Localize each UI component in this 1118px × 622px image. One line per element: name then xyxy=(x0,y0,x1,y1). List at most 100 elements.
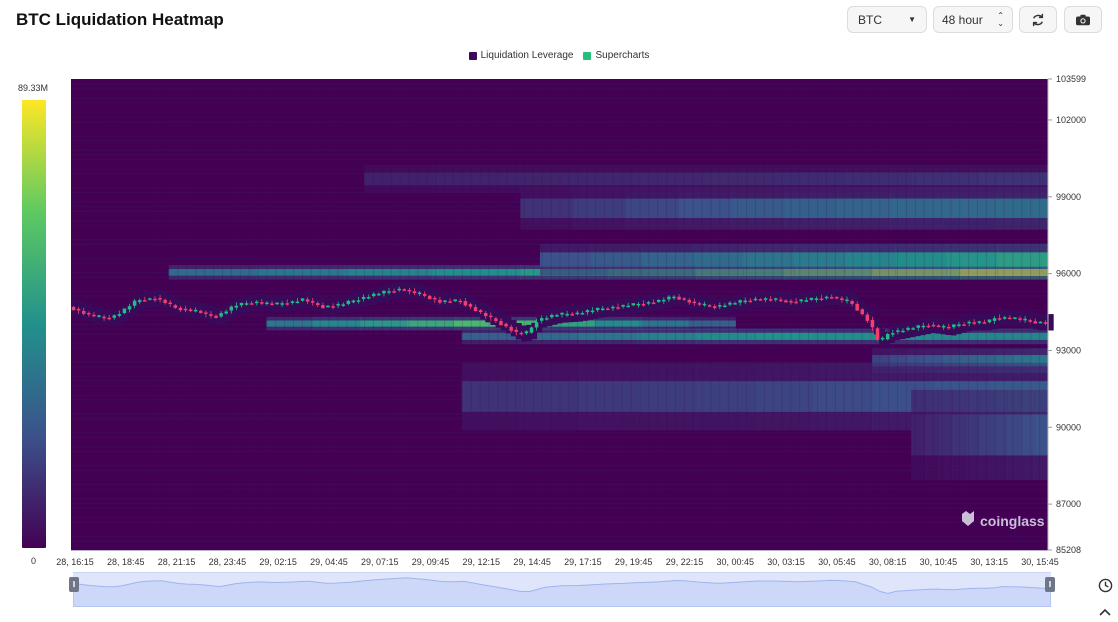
candle-body xyxy=(611,306,615,309)
price-corridor xyxy=(689,292,696,310)
navigator-left-handle[interactable]: ‖ xyxy=(69,577,79,592)
price-corridor xyxy=(403,280,410,298)
heatmap-column-line xyxy=(310,79,312,550)
heatmap-texture-line xyxy=(71,451,1048,453)
legend-item-supercharts[interactable]: Supercharts xyxy=(583,50,649,61)
refresh-button[interactable] xyxy=(1019,6,1057,33)
candle-body xyxy=(1018,318,1022,320)
heatmap-column-line xyxy=(905,79,907,550)
candle-body xyxy=(636,303,641,306)
heatmap-texture-line xyxy=(71,465,1048,467)
heatmap-texture-line xyxy=(71,446,1048,448)
chart-legend: Liquidation Leverage Supercharts xyxy=(0,50,1118,61)
heatmap-texture-line xyxy=(71,521,1048,523)
candle-body xyxy=(575,312,580,315)
chevron-up-icon[interactable] xyxy=(1097,605,1113,621)
heatmap-texture-line xyxy=(71,517,1048,519)
price-corridor xyxy=(843,291,850,308)
heatmap-band xyxy=(539,252,592,267)
candle-body xyxy=(102,316,106,319)
heatmap-band xyxy=(688,320,736,327)
heatmap-band xyxy=(520,332,580,340)
price-corridor xyxy=(848,292,855,309)
heatmap-texture-line xyxy=(71,469,1048,471)
candle-body xyxy=(870,319,875,328)
heatmap-column-line xyxy=(470,79,472,550)
candle-body xyxy=(295,301,300,304)
screenshot-button[interactable] xyxy=(1064,6,1102,33)
heatmap-band xyxy=(594,320,643,327)
candle-body xyxy=(463,301,468,306)
x-tick-label: 30, 10:45 xyxy=(920,557,958,567)
heatmap-column-line xyxy=(817,79,819,550)
candle-body xyxy=(728,302,732,305)
price-corridor xyxy=(562,306,568,323)
candle-body xyxy=(641,303,646,306)
heatmap-texture-line xyxy=(71,535,1048,537)
price-corridor xyxy=(679,289,686,306)
candle-body xyxy=(422,293,427,296)
price-corridor xyxy=(628,297,635,314)
candle-body xyxy=(601,308,605,311)
price-corridor xyxy=(735,294,742,312)
heatmap-texture-line xyxy=(71,159,1048,161)
candle-body xyxy=(667,296,671,300)
heatmap-band xyxy=(1034,414,1049,456)
candle-body xyxy=(718,305,722,307)
candle-body xyxy=(76,308,81,311)
candle-body xyxy=(351,300,356,303)
heatmap-column-line xyxy=(346,79,348,550)
heatmap-column-line xyxy=(914,79,916,550)
candle-body xyxy=(753,298,758,301)
heatmap-column-line xyxy=(630,79,632,550)
candle-body xyxy=(137,300,142,303)
price-corridor xyxy=(874,318,880,335)
time-navigator[interactable] xyxy=(72,572,1052,608)
candle-body xyxy=(748,300,753,303)
heatmap-column-line xyxy=(275,79,277,550)
heatmap-band xyxy=(895,252,947,267)
candle-body xyxy=(550,315,554,318)
candle-body xyxy=(845,299,849,302)
heatmap-chart[interactable]: 103599 102000 99000 96000 93000 90000 87000 852… xyxy=(0,0,1118,572)
price-corridor xyxy=(715,298,722,316)
x-tick-label: 29, 02:15 xyxy=(259,557,297,567)
heatmap-band xyxy=(836,198,891,219)
y-tick-label: 87000 xyxy=(1056,499,1081,509)
candle-body xyxy=(565,313,569,316)
candle-body xyxy=(173,305,178,308)
price-corridor xyxy=(275,296,282,313)
candle-body xyxy=(794,301,798,304)
x-tick-label: 30, 08:15 xyxy=(869,557,907,567)
heatmap-texture-line xyxy=(71,550,1048,551)
heatmap-band xyxy=(1030,355,1049,367)
heatmap-column-line xyxy=(710,79,712,550)
candle-body xyxy=(1043,322,1048,324)
price-corridor xyxy=(638,296,645,313)
x-tick-label: 30, 13:15 xyxy=(970,557,1008,567)
candle-body xyxy=(789,301,793,303)
navigator-right-handle[interactable]: ‖ xyxy=(1045,577,1055,592)
candle-body xyxy=(168,302,172,305)
price-corridor xyxy=(863,305,870,322)
updown-arrows-icon: ⌃ ⌄ xyxy=(997,10,1004,28)
candle-body xyxy=(616,307,620,309)
price-corridor xyxy=(152,290,159,307)
heatmap-band xyxy=(696,332,756,340)
clock-icon[interactable] xyxy=(1097,578,1113,594)
price-corridor xyxy=(357,291,364,309)
heatmap-column-line xyxy=(657,79,659,550)
x-tick-label: 28, 16:15 xyxy=(56,557,94,567)
candle-body xyxy=(1008,317,1012,320)
price-corridor xyxy=(623,298,630,315)
time-range-select[interactable]: 48 hour ⌃ ⌄ xyxy=(933,6,1013,33)
legend-item-liquidation-leverage[interactable]: Liquidation Leverage xyxy=(468,50,573,61)
candle-body xyxy=(433,297,437,300)
price-corridor xyxy=(408,282,415,299)
candle-body xyxy=(992,318,997,321)
coin-select[interactable]: BTC ▼ xyxy=(847,6,927,33)
heatmap-band xyxy=(911,172,981,186)
price-corridor xyxy=(587,303,594,320)
y-tick-label: 102000 xyxy=(1056,115,1086,125)
price-corridor xyxy=(633,296,640,314)
